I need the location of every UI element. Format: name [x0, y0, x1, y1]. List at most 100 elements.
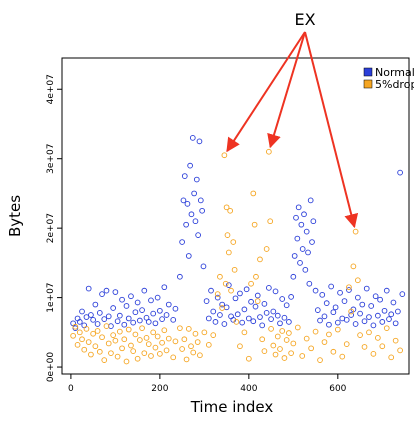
data-point — [281, 355, 288, 361]
data-point — [184, 200, 191, 207]
data-point — [85, 339, 92, 345]
data-point — [96, 348, 103, 355]
data-point — [343, 316, 350, 323]
data-point — [110, 332, 117, 338]
data-point — [305, 249, 311, 256]
data-point — [152, 320, 159, 327]
data-point — [214, 294, 221, 301]
data-point — [121, 336, 128, 343]
data-point — [337, 289, 343, 296]
data-point — [83, 326, 90, 332]
data-point — [188, 343, 194, 350]
data-point — [199, 207, 205, 214]
data-point — [334, 326, 341, 333]
data-point — [76, 329, 83, 336]
data-point — [172, 305, 179, 312]
data-point — [145, 319, 152, 325]
data-point — [279, 328, 286, 334]
data-point — [193, 176, 200, 183]
data-point — [225, 282, 232, 288]
data-point — [114, 353, 121, 360]
data-point — [354, 277, 361, 284]
data-point — [161, 327, 168, 334]
data-point — [185, 326, 192, 332]
data-point — [368, 303, 375, 309]
data-point — [321, 313, 328, 320]
data-point — [187, 162, 193, 169]
data-point — [248, 298, 254, 305]
data-point — [128, 342, 134, 349]
data-point — [306, 280, 313, 287]
x-tick-label: 400 — [240, 384, 257, 394]
y-tick-label: 0e+00 — [46, 352, 56, 383]
data-point — [259, 336, 266, 343]
data-point — [295, 204, 302, 211]
data-point — [230, 239, 237, 245]
data-point — [99, 334, 105, 341]
data-point — [268, 326, 274, 332]
data-point — [334, 319, 341, 326]
data-point — [228, 313, 234, 320]
data-point — [274, 333, 281, 340]
data-point — [321, 339, 328, 345]
data-point — [361, 344, 368, 350]
data-point — [163, 312, 170, 318]
data-point — [350, 263, 357, 270]
data-point — [128, 293, 134, 300]
data-point — [192, 218, 199, 225]
data-point — [291, 253, 298, 259]
data-point — [190, 349, 197, 356]
data-point — [103, 323, 110, 329]
data-point — [348, 312, 355, 318]
data-point — [239, 319, 246, 326]
data-point — [308, 345, 314, 352]
data-point — [188, 211, 195, 218]
data-point — [279, 296, 286, 302]
data-point — [132, 331, 139, 338]
data-point — [148, 297, 154, 304]
data-point — [310, 218, 317, 225]
data-point — [366, 314, 372, 320]
data-point — [200, 263, 207, 270]
data-point — [72, 323, 79, 330]
data-point — [343, 341, 350, 347]
y-tick-label: 4e+07 — [46, 74, 56, 104]
data-point — [148, 353, 154, 359]
data-point — [303, 335, 310, 342]
data-point — [154, 294, 161, 301]
data-point — [341, 298, 348, 304]
data-point — [272, 351, 279, 358]
data-point — [203, 298, 210, 304]
data-point — [130, 348, 137, 354]
data-point — [76, 319, 83, 325]
data-point — [251, 221, 258, 228]
data-point — [377, 296, 383, 303]
data-point — [397, 169, 403, 176]
data-point — [79, 336, 85, 343]
data-point — [119, 296, 125, 303]
data-point — [114, 318, 121, 325]
data-point — [257, 256, 263, 263]
data-point — [363, 285, 370, 292]
series-0 — [70, 135, 406, 332]
data-point — [328, 283, 334, 290]
data-point — [288, 294, 294, 300]
data-point — [290, 273, 297, 280]
data-point — [293, 214, 299, 221]
data-point — [339, 353, 346, 360]
data-point — [286, 330, 292, 336]
plot-frame — [61, 57, 410, 375]
data-point — [217, 273, 223, 280]
data-point — [361, 318, 368, 325]
annotation-arrow — [304, 31, 359, 229]
data-point — [388, 311, 395, 318]
data-point — [250, 190, 257, 197]
data-point — [348, 308, 355, 315]
data-point — [317, 357, 323, 363]
data-point — [192, 330, 199, 337]
data-point — [283, 337, 290, 343]
data-point — [241, 306, 248, 313]
data-point — [150, 310, 157, 317]
data-point — [217, 312, 223, 318]
data-point — [130, 319, 137, 326]
